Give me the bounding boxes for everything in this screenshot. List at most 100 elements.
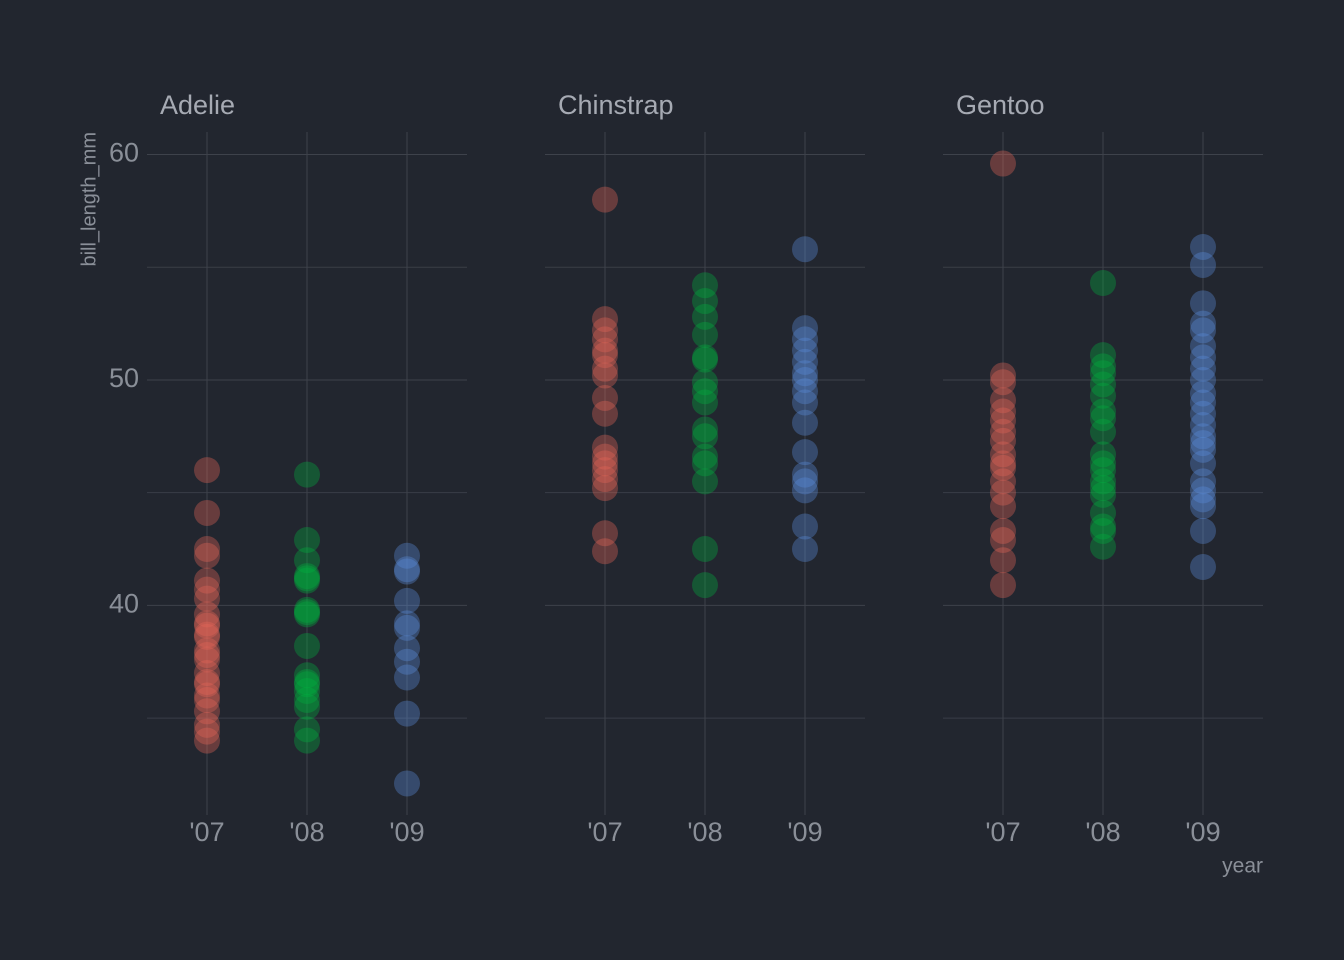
point [294, 461, 320, 488]
point [792, 536, 818, 563]
point [792, 326, 818, 353]
point [792, 236, 818, 263]
point [1090, 517, 1116, 544]
point [792, 477, 818, 504]
point [592, 475, 618, 502]
x-tick-label: '09 [1185, 817, 1220, 847]
x-tick-label: '07 [189, 817, 224, 847]
point [294, 596, 320, 623]
point [294, 662, 320, 689]
point [592, 317, 618, 344]
point [294, 671, 320, 698]
point [1190, 355, 1216, 382]
point [1090, 499, 1116, 526]
point [194, 641, 220, 668]
point [1190, 412, 1216, 439]
point [990, 407, 1016, 434]
point [194, 698, 220, 725]
point [1090, 360, 1116, 387]
point [990, 526, 1016, 553]
point [1190, 233, 1216, 260]
x-tick-label: '07 [985, 817, 1020, 847]
point [1090, 342, 1116, 369]
point [792, 439, 818, 466]
point [792, 461, 818, 488]
point [692, 572, 718, 599]
point [394, 587, 420, 614]
point [1190, 389, 1216, 416]
point [1190, 380, 1216, 407]
point [1090, 481, 1116, 508]
facet-title: Adelie [160, 90, 235, 120]
point [1090, 533, 1116, 560]
point [394, 635, 420, 662]
point [1190, 400, 1216, 427]
x-tick-label: '08 [1085, 817, 1120, 847]
point [194, 669, 220, 696]
point [592, 362, 618, 389]
point [692, 288, 718, 315]
point [194, 601, 220, 628]
point [294, 632, 320, 659]
point [194, 623, 220, 650]
point [1090, 457, 1116, 484]
point [592, 434, 618, 461]
point [1190, 517, 1216, 544]
point [990, 387, 1016, 414]
point [1090, 418, 1116, 445]
point [1090, 371, 1116, 398]
point [592, 326, 618, 353]
x-tick-label: '08 [289, 817, 324, 847]
point [1190, 436, 1216, 463]
point [294, 601, 320, 628]
point [394, 770, 420, 797]
point [394, 700, 420, 727]
point [194, 576, 220, 603]
point [990, 493, 1016, 520]
point [592, 450, 618, 477]
point [1090, 353, 1116, 380]
point [592, 520, 618, 547]
x-tick-label: '07 [587, 817, 622, 847]
point [1190, 317, 1216, 344]
point [592, 355, 618, 382]
point [294, 687, 320, 714]
y-axis-label: bill_length_mm [78, 132, 100, 267]
point [692, 536, 718, 563]
point [792, 409, 818, 436]
y-tick-label: 60 [109, 138, 139, 168]
point [1190, 450, 1216, 477]
point [990, 362, 1016, 389]
point [1090, 450, 1116, 477]
point [692, 389, 718, 416]
point [394, 558, 420, 585]
point [194, 682, 220, 709]
point [792, 315, 818, 342]
point [592, 306, 618, 333]
point [990, 479, 1016, 506]
point [692, 272, 718, 299]
point [194, 536, 220, 563]
y-tick-label: 40 [109, 588, 139, 618]
point [1190, 344, 1216, 371]
point [294, 678, 320, 705]
point [692, 369, 718, 396]
point [692, 378, 718, 405]
point [792, 348, 818, 375]
point [294, 716, 320, 743]
point [194, 646, 220, 673]
point [194, 585, 220, 612]
point [394, 556, 420, 583]
facet-title: Gentoo [956, 90, 1045, 120]
point [294, 567, 320, 594]
point [990, 517, 1016, 544]
point [294, 693, 320, 720]
point [592, 337, 618, 364]
point [1090, 441, 1116, 468]
point [194, 637, 220, 664]
point [1090, 398, 1116, 425]
point [1190, 554, 1216, 581]
point [294, 727, 320, 754]
point [792, 513, 818, 540]
